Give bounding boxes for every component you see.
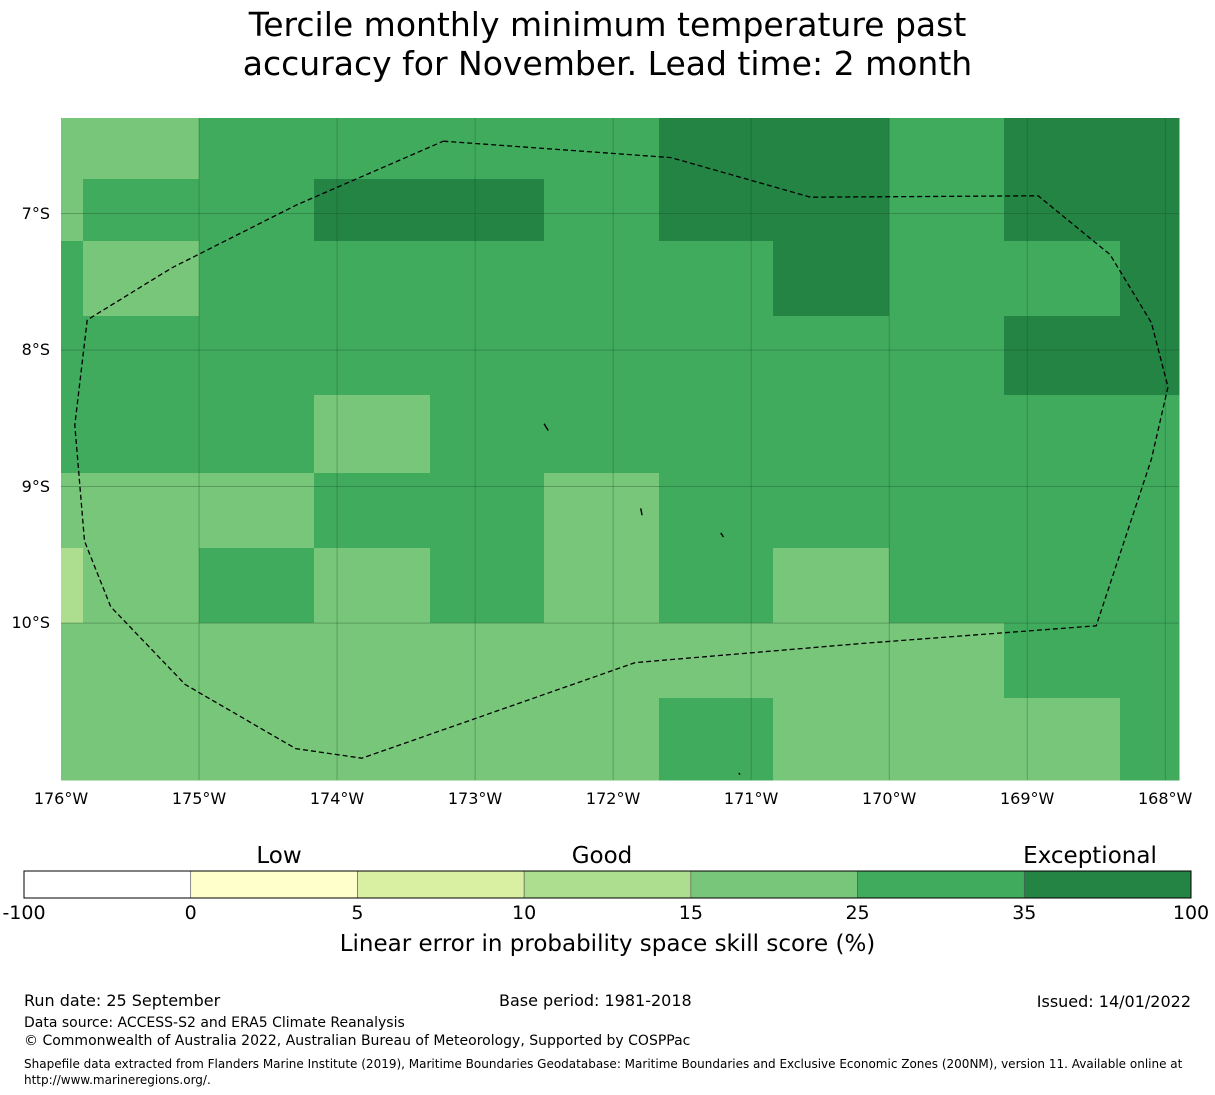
skill-cell xyxy=(1120,241,1180,317)
run-date: Run date: 25 September xyxy=(24,991,221,1010)
latitude-label: 10°S xyxy=(11,613,50,633)
skill-cell xyxy=(773,548,890,624)
skill-cell xyxy=(659,548,774,624)
skill-cell xyxy=(314,395,431,474)
skill-cell xyxy=(1004,118,1180,180)
skill-cell xyxy=(61,623,1005,699)
skill-cell xyxy=(199,241,774,317)
skill-cell xyxy=(314,179,545,242)
graticule xyxy=(61,118,1179,780)
colorbar-category-label: Exceptional xyxy=(1023,843,1157,869)
colorbar-bin xyxy=(1023,870,1192,899)
colorbar-tick-label: 5 xyxy=(351,902,364,924)
latitude-label: 7°S xyxy=(21,203,50,223)
colorbar-bin xyxy=(857,870,1025,899)
islands xyxy=(543,423,741,776)
map-title: Tercile monthly minimum temperature past… xyxy=(0,5,1215,84)
colorbar-bin xyxy=(190,870,358,899)
colorbar-tick-label: 35 xyxy=(1012,902,1037,924)
skill-cell xyxy=(314,473,545,549)
skill-cell xyxy=(61,548,84,624)
skill-cell xyxy=(659,473,1180,549)
skill-cell xyxy=(61,698,660,781)
colorbar-bin xyxy=(357,870,525,899)
skill-cell xyxy=(659,179,890,242)
colorbar-category-label: Low xyxy=(256,843,302,869)
colorbar-bin xyxy=(690,870,858,899)
skill-cell xyxy=(889,548,1180,624)
eez-boundary xyxy=(74,140,1169,759)
longitude-label: 175°W xyxy=(171,789,227,808)
colorbar-frame xyxy=(23,870,1192,899)
skill-cell xyxy=(61,179,84,242)
skill-cell xyxy=(61,241,84,317)
skill-cell xyxy=(430,395,1180,474)
island-outline xyxy=(543,423,549,431)
eez-boundary-line xyxy=(74,140,1169,759)
island-outline xyxy=(720,532,725,538)
longitude-label: 171°W xyxy=(723,789,779,808)
island-outline xyxy=(640,508,643,516)
skill-cell xyxy=(889,179,1005,242)
skill-cell xyxy=(1004,316,1180,396)
skill-cell xyxy=(773,698,1121,781)
skill-cell xyxy=(61,473,315,549)
longitude-label: 173°W xyxy=(447,789,503,808)
colorbar-bin xyxy=(23,870,192,899)
colorbar-tick-label: 0 xyxy=(184,902,197,924)
colorbar-tick-label: -100 xyxy=(2,902,46,924)
skill-cell xyxy=(83,548,200,624)
issued-date: Issued: 14/01/2022 xyxy=(1036,992,1191,1011)
skill-cell xyxy=(199,118,338,180)
skill-cell xyxy=(83,241,200,317)
longitude-label: 172°W xyxy=(585,789,641,808)
skill-cell xyxy=(889,118,1005,180)
skill-cell xyxy=(199,548,315,624)
colorbar-tick-label: 100 xyxy=(1172,902,1210,924)
longitude-label: 168°W xyxy=(1138,789,1193,808)
colorbar-tick-label: 10 xyxy=(512,902,537,924)
longitude-label: 174°W xyxy=(309,789,365,808)
skill-cell xyxy=(659,118,890,180)
skill-cell xyxy=(889,241,1121,317)
longitude-label: 176°W xyxy=(33,789,89,808)
latitude-label: 9°S xyxy=(21,476,50,496)
title-line-1: Tercile monthly minimum temperature past xyxy=(248,5,967,44)
skill-cell xyxy=(430,548,545,624)
skill-cell xyxy=(314,548,431,624)
skill-cell xyxy=(61,118,200,180)
colorbar-bin xyxy=(523,870,692,899)
skill-cell xyxy=(544,473,660,549)
skill-cell xyxy=(61,395,315,474)
base-period: Base period: 1981-2018 xyxy=(499,991,692,1010)
colorbar-category-label: Good xyxy=(571,843,633,869)
colorbar-tick-label: 25 xyxy=(845,902,870,924)
copyright: © Commonwealth of Australia 2022, Austra… xyxy=(24,1033,691,1049)
skill-cell xyxy=(544,548,660,624)
skill-cell xyxy=(61,316,1005,396)
skill-cell xyxy=(773,241,890,317)
title-line-2: accuracy for November. Lead time: 2 mont… xyxy=(242,43,973,83)
longitude-label: 170°W xyxy=(861,789,917,808)
colorbar xyxy=(23,870,1192,899)
skill-cell xyxy=(544,179,660,242)
skill-grid xyxy=(61,118,1180,781)
skill-cell xyxy=(1120,698,1180,781)
skill-cell xyxy=(659,698,774,781)
colorbar-label: Linear error in probability space skill … xyxy=(339,931,876,957)
data-source: Data source: ACCESS-S2 and ERA5 Climate … xyxy=(24,1015,405,1031)
skill-cell xyxy=(1004,179,1180,242)
latitude-label: 8°S xyxy=(21,340,50,360)
skill-cell xyxy=(1004,623,1180,699)
skill-cell xyxy=(613,118,660,180)
colorbar-tick-label: 15 xyxy=(678,902,703,924)
longitude-label: 169°W xyxy=(999,789,1055,808)
island-outline xyxy=(738,772,741,776)
shapefile-credit: Shapefile data extracted from Flanders M… xyxy=(24,1057,1183,1087)
